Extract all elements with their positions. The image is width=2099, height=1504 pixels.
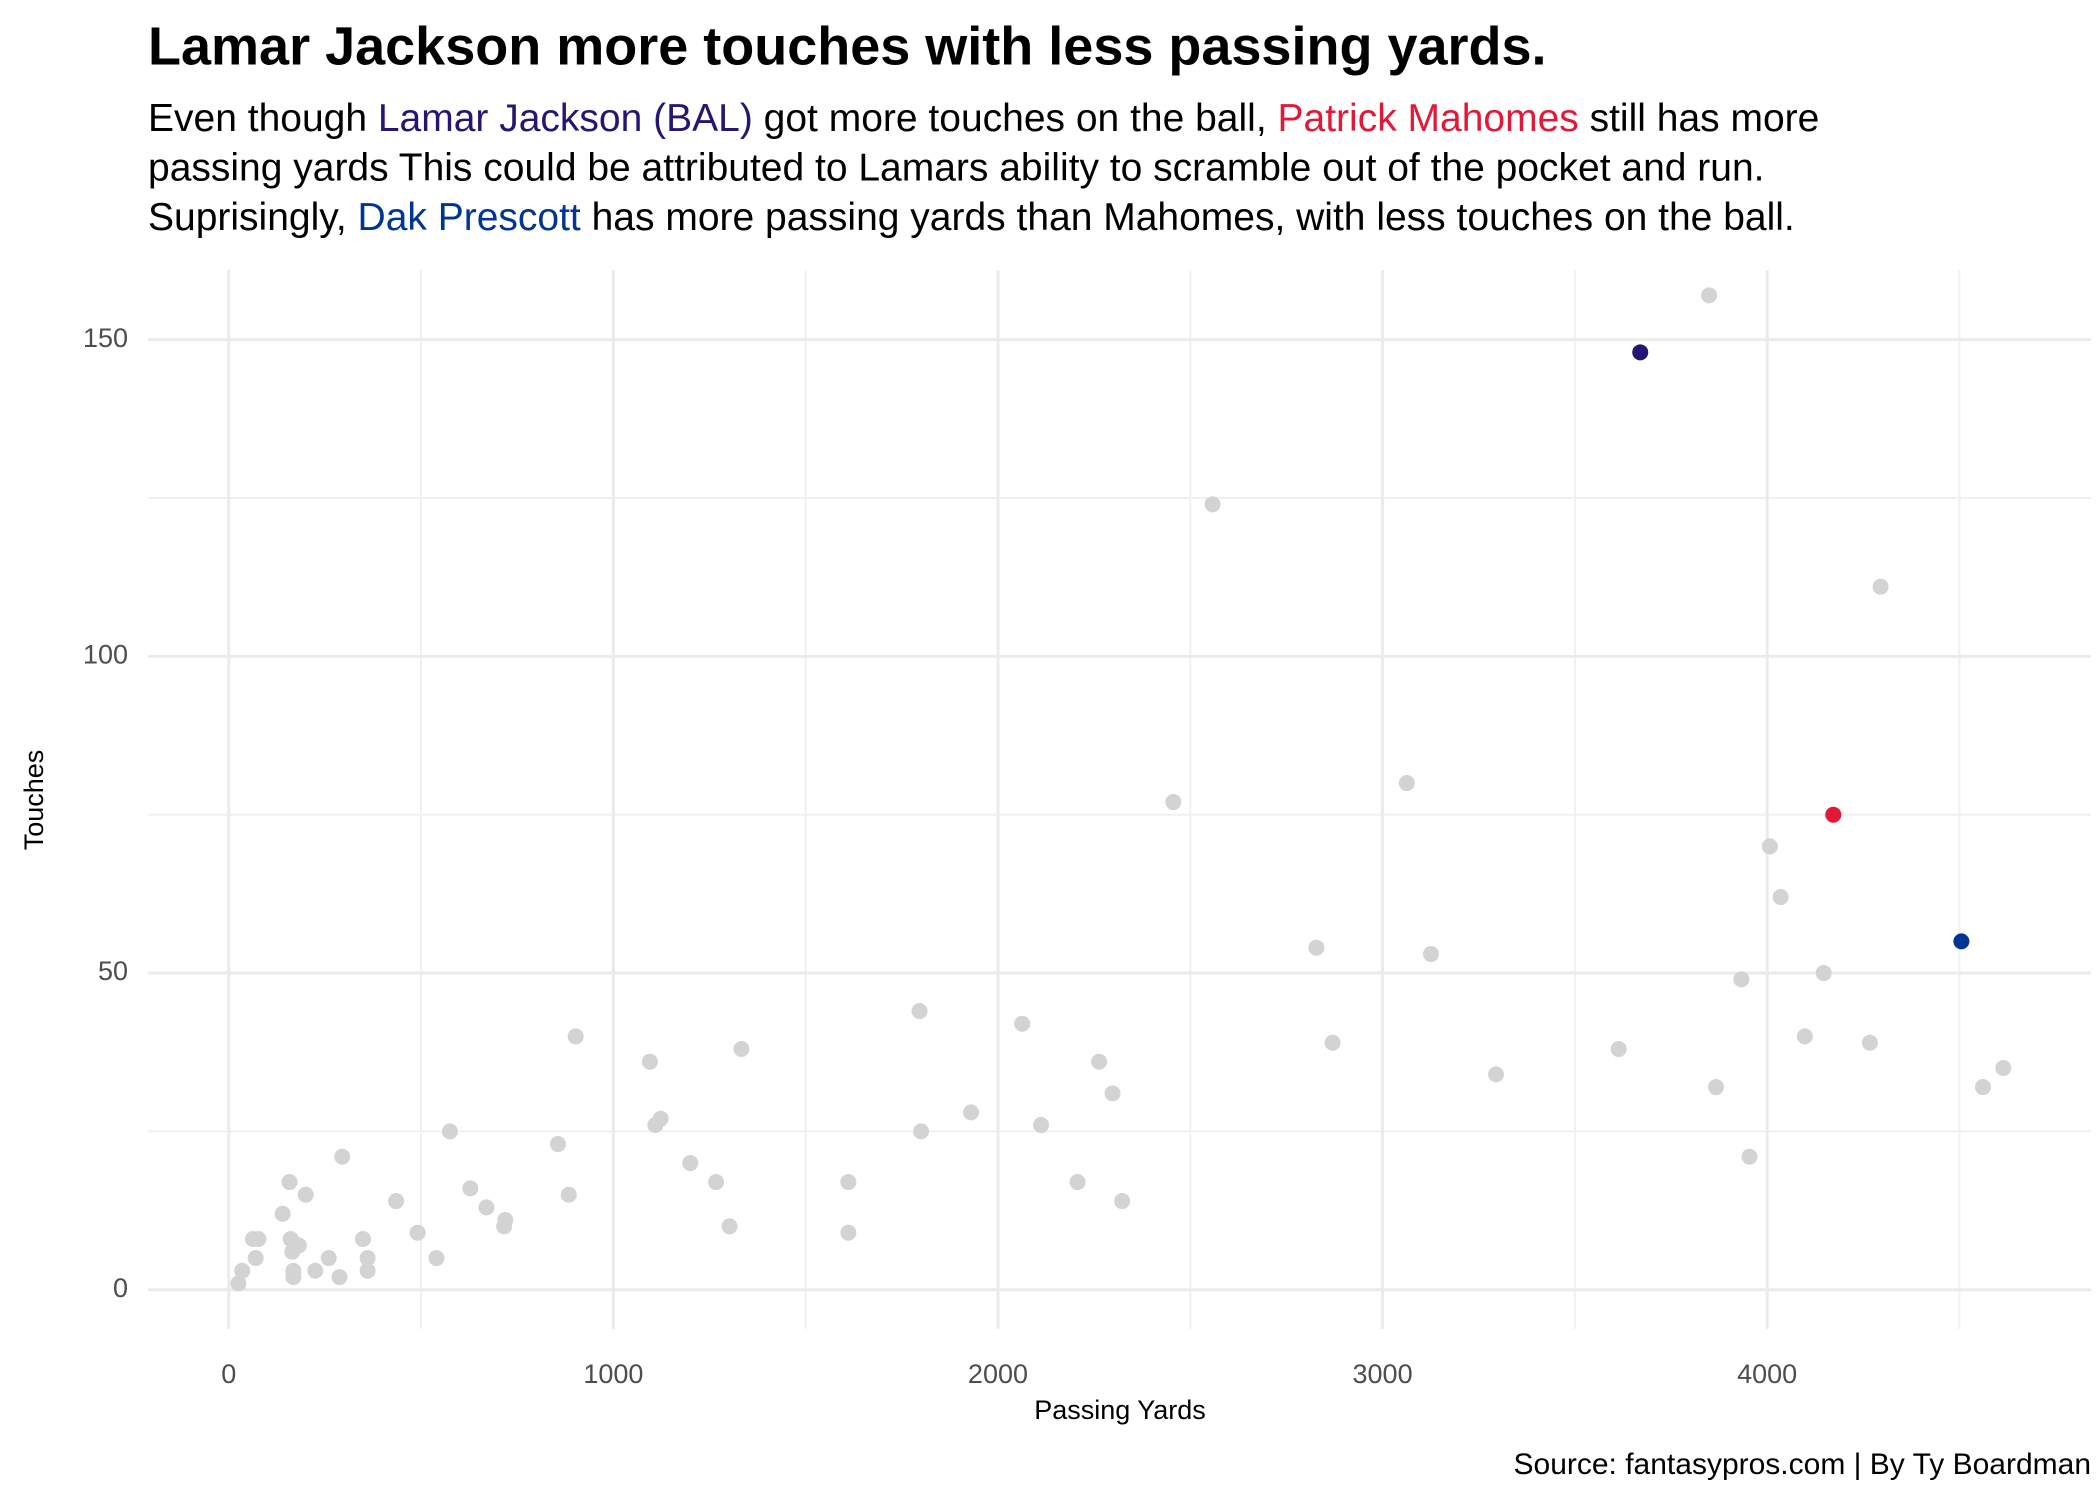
point — [1741, 1148, 1758, 1165]
point — [647, 1117, 664, 1134]
point — [331, 1269, 348, 1286]
point — [1632, 344, 1649, 361]
point — [1423, 946, 1440, 963]
point — [1815, 965, 1832, 982]
x-tick-label: 2000 — [968, 1359, 1028, 1389]
point — [1610, 1041, 1627, 1058]
y-tick-label: 0 — [113, 1273, 128, 1303]
point — [1324, 1034, 1341, 1051]
subtitle-segment: got more touches on the ball, — [753, 97, 1278, 140]
point — [549, 1136, 566, 1153]
point — [285, 1269, 302, 1286]
point — [911, 1003, 928, 1020]
y-tick-label: 50 — [98, 956, 128, 986]
point — [1974, 1079, 1991, 1096]
point — [320, 1250, 337, 1267]
x-tick-label: 3000 — [1353, 1359, 1413, 1389]
subtitle-segment: has more passing yards than Mahomes, wit… — [581, 196, 1795, 239]
y-tick-label: 100 — [83, 639, 128, 669]
y-axis-title: Touches — [19, 750, 49, 851]
point — [567, 1028, 584, 1045]
point — [1069, 1174, 1086, 1191]
subtitle-segment: passing yards This could be attributed t… — [148, 147, 1765, 190]
subtitle-segment: Dak Prescott — [358, 196, 581, 239]
grid — [148, 270, 2091, 1329]
point — [840, 1224, 857, 1241]
x-tick-label: 1000 — [583, 1359, 643, 1389]
point — [307, 1262, 324, 1279]
point — [1488, 1066, 1505, 1083]
point — [1995, 1060, 2012, 1077]
subtitle: passing yards This could be attributed t… — [148, 147, 1765, 190]
point — [284, 1243, 301, 1260]
chart-title: Lamar Jackson more touches with less pas… — [148, 16, 1547, 76]
subtitle-segment: Patrick Mahomes — [1278, 97, 1579, 140]
point — [297, 1186, 314, 1203]
point — [334, 1148, 351, 1165]
point — [1104, 1085, 1121, 1102]
point — [359, 1250, 376, 1267]
point — [234, 1262, 251, 1279]
point — [359, 1262, 376, 1279]
point — [478, 1199, 495, 1216]
x-axis-title: Passing Yards — [1034, 1395, 1206, 1425]
point — [1761, 838, 1778, 855]
point — [1708, 1079, 1725, 1096]
caption: Source: fantasypros.com | By Ty Boardman — [1514, 1448, 2092, 1481]
point — [1114, 1193, 1131, 1210]
point — [560, 1186, 577, 1203]
point — [1014, 1015, 1031, 1032]
point — [428, 1250, 445, 1267]
point — [1772, 889, 1789, 906]
point — [441, 1123, 458, 1140]
point — [1825, 806, 1842, 823]
point — [913, 1123, 930, 1140]
point — [1872, 578, 1889, 595]
point — [733, 1041, 750, 1058]
subtitle-segment: Even though — [148, 97, 378, 140]
point — [409, 1224, 426, 1241]
point — [388, 1193, 405, 1210]
point — [247, 1250, 264, 1267]
x-tick-label: 4000 — [1737, 1359, 1797, 1389]
point — [1796, 1028, 1813, 1045]
point — [682, 1155, 699, 1172]
point — [281, 1174, 298, 1191]
point — [1701, 287, 1718, 304]
y-tick-label: 150 — [83, 323, 128, 353]
subtitle-segment: Lamar Jackson (BAL) — [378, 97, 753, 140]
x-tick-label: 0 — [221, 1359, 236, 1389]
subtitle-segment: Suprisingly, — [148, 196, 358, 239]
point — [1398, 775, 1415, 792]
point — [274, 1205, 291, 1222]
subtitle: Even though Lamar Jackson (BAL) got more… — [148, 97, 1819, 140]
point — [1165, 794, 1182, 811]
point — [1861, 1034, 1878, 1051]
subtitle-segment: still has more — [1579, 97, 1820, 140]
point — [721, 1218, 738, 1235]
point — [250, 1231, 267, 1248]
point — [641, 1053, 658, 1070]
point — [1953, 933, 1970, 950]
point — [1204, 496, 1221, 513]
point — [963, 1104, 980, 1121]
point — [354, 1231, 371, 1248]
point — [496, 1218, 513, 1235]
point — [462, 1180, 479, 1197]
point — [1033, 1117, 1050, 1134]
point — [1733, 971, 1750, 988]
point — [1308, 939, 1325, 956]
point — [708, 1174, 725, 1191]
point — [230, 1275, 247, 1292]
point — [1091, 1053, 1108, 1070]
point — [840, 1174, 857, 1191]
subtitle: Suprisingly, Dak Prescott has more passi… — [148, 196, 1795, 239]
